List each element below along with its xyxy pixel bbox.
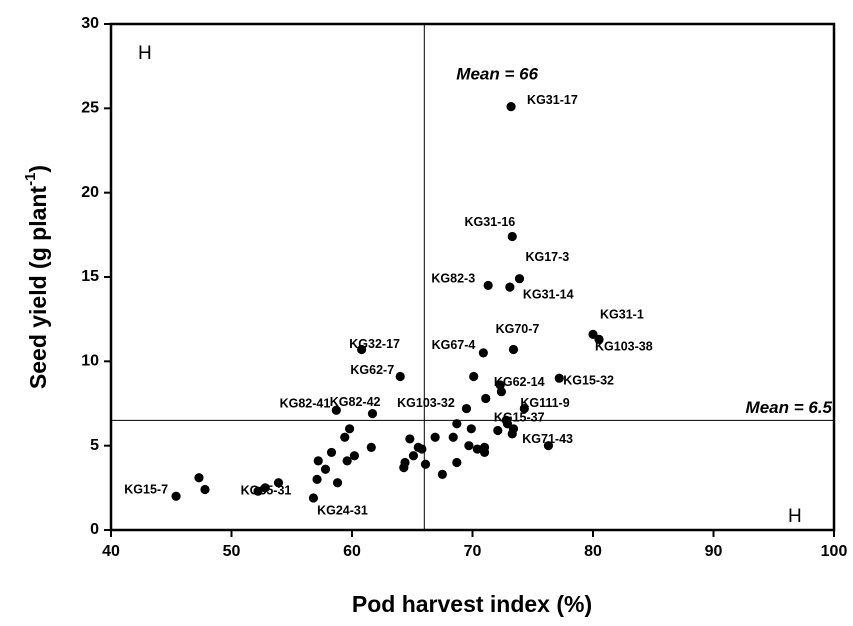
point	[588, 329, 598, 339]
point	[430, 432, 440, 442]
point	[312, 474, 322, 484]
point	[506, 102, 516, 112]
point	[502, 419, 513, 429]
point	[472, 444, 482, 454]
point	[366, 442, 376, 452]
point	[357, 344, 367, 355]
y-tick-label: 15	[81, 268, 99, 285]
point-label: KG15-7	[124, 483, 168, 497]
point	[452, 457, 462, 468]
x-tick-label: 90	[705, 543, 723, 560]
point	[543, 441, 554, 451]
point	[331, 405, 341, 415]
point-label: KG15-32	[563, 373, 614, 387]
point	[507, 231, 517, 242]
point-label: KG103-38	[595, 340, 653, 354]
annotation: H	[788, 506, 802, 527]
point-label: KG31-14	[523, 287, 574, 301]
point	[519, 403, 529, 414]
point	[464, 441, 474, 451]
point	[508, 424, 519, 434]
point-label: KG31-17	[527, 93, 578, 107]
point	[367, 409, 378, 419]
x-tick-label: 40	[102, 543, 120, 560]
point-label: KG67-4	[432, 338, 476, 352]
point-label: KG71-43	[522, 432, 573, 446]
point	[493, 425, 503, 436]
point	[461, 403, 472, 414]
y-axis-title-sup: -1	[22, 173, 39, 186]
point-label: KG82-42	[330, 395, 381, 409]
point	[313, 456, 323, 466]
point	[273, 478, 284, 488]
point-label: KG82-41	[280, 397, 331, 411]
y-tick-label: 25	[81, 100, 99, 117]
x-tick-label: 100	[821, 543, 848, 560]
x-axis-title: Pod harvest index (%)	[352, 591, 592, 617]
point	[320, 464, 331, 474]
point	[448, 432, 458, 442]
point	[200, 484, 210, 495]
point-label: KG62-7	[350, 363, 394, 377]
point	[253, 486, 263, 496]
y-tick-label: 20	[81, 184, 99, 201]
point	[400, 457, 410, 468]
point	[452, 419, 462, 429]
point-label: KG70-7	[496, 322, 540, 336]
point	[194, 473, 204, 483]
point	[496, 387, 507, 397]
annotation: H	[138, 43, 152, 64]
point	[171, 491, 181, 501]
point	[405, 434, 415, 444]
point	[514, 274, 525, 284]
y-axis-title-text: Seed yield (g plant	[25, 186, 51, 390]
point-label: KG111-9	[520, 396, 569, 410]
mean-label: Mean = 66	[456, 64, 538, 83]
point	[349, 451, 360, 461]
point	[326, 447, 337, 458]
point-label: KG103-32	[397, 396, 455, 410]
point	[481, 393, 491, 404]
point	[342, 456, 352, 466]
point	[437, 469, 447, 479]
y-axis-title: Seed yield (g plant-1)	[22, 165, 51, 389]
point	[554, 373, 564, 383]
y-tick-label: 10	[81, 353, 99, 370]
y-tick-label: 5	[90, 437, 99, 454]
point	[308, 493, 319, 503]
point	[260, 483, 270, 493]
y-axis-title-suffix: )	[25, 165, 51, 173]
point-label: KG31-16	[465, 215, 516, 229]
point	[505, 282, 515, 292]
x-tick-label: 50	[223, 543, 241, 560]
point	[594, 334, 604, 345]
point	[395, 371, 405, 382]
x-tick-label: 70	[464, 543, 482, 560]
point	[466, 424, 476, 434]
x-tick-label: 80	[584, 543, 602, 560]
point	[340, 432, 350, 442]
x-tick-label: 60	[343, 543, 361, 560]
point-label: KG15-37	[494, 411, 545, 425]
point	[478, 348, 488, 358]
mean-label: Mean = 6.5	[746, 398, 833, 417]
point	[344, 424, 355, 434]
point	[469, 371, 479, 382]
point	[508, 344, 519, 355]
point	[332, 478, 343, 488]
point-label: KG62-14	[494, 375, 545, 389]
point	[420, 459, 431, 469]
point-label: KG17-3	[525, 250, 569, 264]
y-tick-label: 30	[81, 15, 99, 32]
point	[479, 442, 490, 452]
point-label: KG24-31	[317, 503, 368, 517]
point	[408, 451, 419, 461]
point-label: KG82-3	[431, 272, 475, 286]
point	[417, 444, 427, 454]
point-label: KG32-17	[349, 337, 400, 351]
point	[483, 280, 493, 291]
point-label: KG31-1	[600, 308, 644, 322]
y-tick-label: 0	[90, 521, 99, 538]
